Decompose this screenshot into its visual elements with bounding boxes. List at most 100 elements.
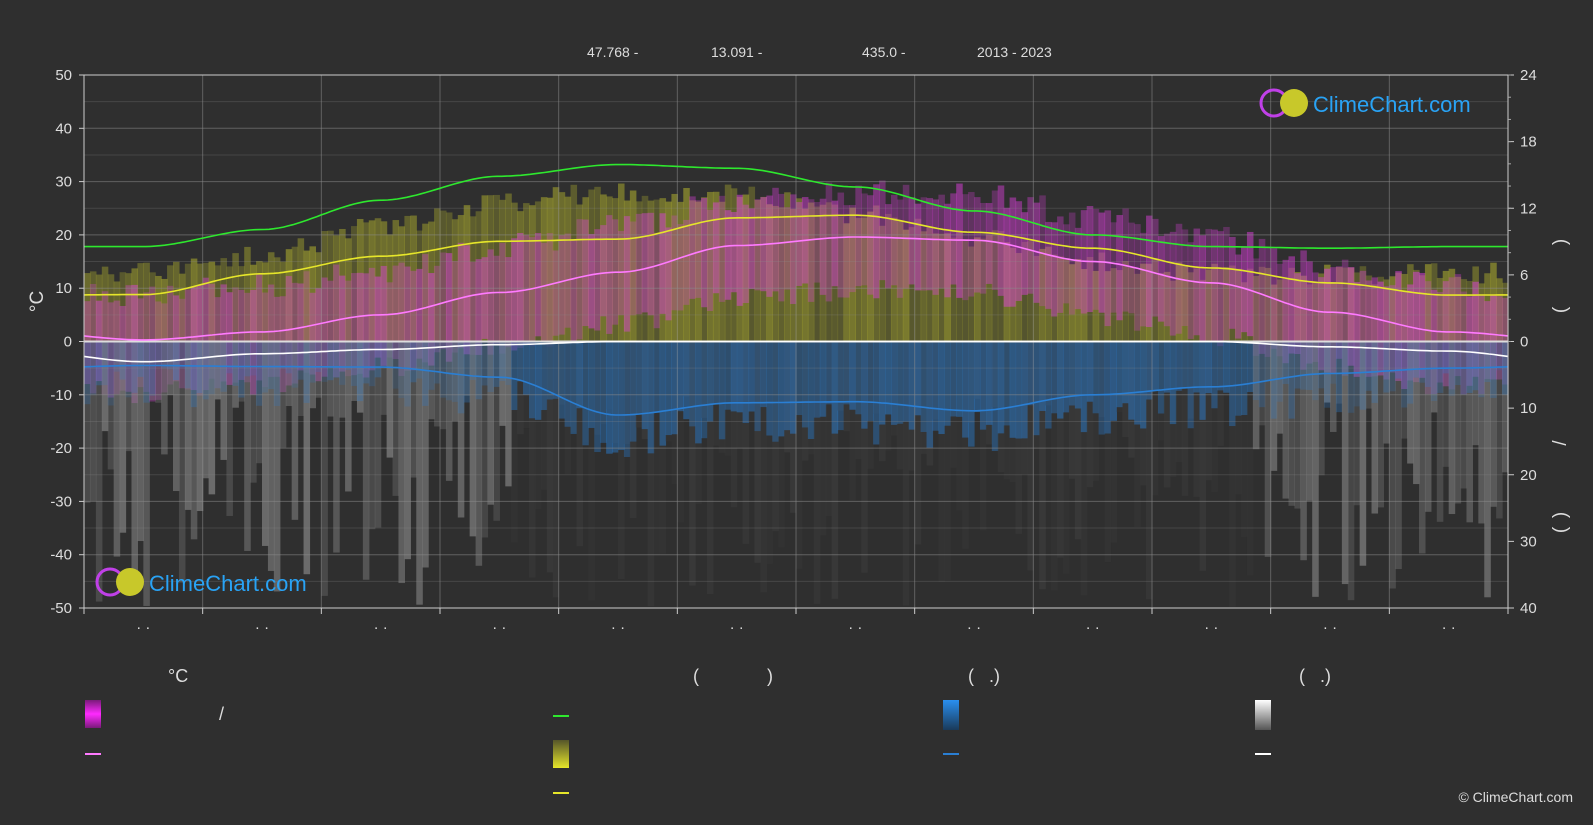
precip-bar: [131, 341, 138, 579]
rain-bar: [279, 341, 287, 369]
sunshine-bar: [1086, 257, 1094, 342]
precip-bar: [1169, 341, 1177, 478]
temp-range-bar: [1027, 197, 1034, 294]
sunshine-bar: [707, 191, 714, 342]
sunshine-bar: [618, 183, 625, 342]
sunshine-bar: [511, 202, 518, 342]
precip-bar: [143, 341, 150, 606]
temp-range-bar: [950, 193, 957, 285]
rain-bar: [1347, 341, 1355, 413]
rain-bar: [1419, 341, 1426, 383]
rain-bar: [902, 341, 910, 422]
temp-range-bar: [1484, 301, 1491, 379]
temp-range-bar: [256, 274, 263, 381]
temp-range-bar: [1045, 221, 1052, 309]
temp-range-bar: [398, 262, 405, 376]
sunshine-bar: [552, 187, 560, 342]
temp-range-bar: [807, 199, 815, 302]
temp-range-bar: [149, 286, 156, 402]
sunshine-bar: [1306, 284, 1313, 342]
temp-range-bar: [107, 302, 115, 398]
precip-bar: [232, 341, 239, 408]
sunshine-bar: [1169, 280, 1177, 342]
sunshine-bar: [457, 215, 465, 342]
precip-bar: [784, 341, 791, 453]
precip-bar: [95, 341, 103, 602]
temp-range-bar: [1134, 224, 1141, 331]
rain-bar: [968, 341, 975, 447]
sunshine-bar: [469, 216, 477, 342]
sunshine-bar: [178, 273, 186, 342]
temp-range-bar: [985, 203, 993, 284]
precip-bar: [392, 341, 400, 496]
precip-bar: [849, 341, 856, 501]
sunshine-bar: [730, 188, 738, 342]
temp-range-bar: [1163, 233, 1171, 327]
x-tick-label: · ·: [1323, 619, 1337, 636]
rain-bar: [1341, 341, 1349, 376]
sunshine-bar: [1389, 276, 1396, 342]
precip-bar: [1365, 341, 1373, 409]
temp-range-bar: [997, 185, 1005, 296]
rain-bar: [1045, 341, 1052, 429]
sunshine-bar: [1021, 241, 1028, 342]
precip-bar: [778, 341, 785, 548]
temp-range-bar: [1057, 216, 1064, 313]
rain-bar: [386, 341, 394, 368]
temp-range-bar: [979, 202, 987, 294]
temp-range-bar: [1110, 222, 1117, 313]
left-tick-label: 50: [55, 67, 72, 84]
precip-bar: [1003, 341, 1011, 480]
temp-range-bar: [867, 195, 874, 295]
left-tick-label: -50: [50, 600, 72, 617]
temp-range-bar: [1140, 232, 1147, 327]
sunshine-bar: [920, 231, 928, 342]
temp-range-bar: [1318, 277, 1325, 371]
precip-bar: [125, 341, 133, 452]
temp-range-bar: [226, 292, 233, 385]
precip-bar: [1063, 341, 1070, 574]
rain-bar: [190, 341, 198, 408]
sunshine-bar: [356, 218, 364, 342]
precip-bar: [807, 341, 815, 455]
temp-range-bar: [534, 233, 542, 337]
temp-range-bar: [962, 194, 969, 301]
rain-bar: [837, 341, 845, 431]
precip-bar: [790, 341, 797, 513]
precip-bar: [1223, 341, 1230, 396]
rain-bar: [1324, 341, 1331, 408]
sunshine-bar: [380, 221, 388, 342]
rain-bar: [184, 341, 192, 389]
sunshine-bar: [1419, 275, 1426, 342]
precip-bar: [861, 341, 868, 573]
temp-range-bar: [618, 230, 625, 316]
temp-range-bar: [991, 190, 999, 291]
legend-daylight-line: [553, 715, 569, 717]
precip-bar: [267, 341, 275, 571]
precip-bar: [1015, 341, 1023, 534]
sunshine-bar: [493, 194, 500, 342]
rain-bar: [546, 341, 554, 400]
temp-range-bar: [1051, 222, 1058, 317]
sunshine-bar: [232, 253, 239, 342]
sunshine-bar: [1436, 277, 1444, 342]
sunshine-bar: [837, 216, 845, 342]
precip-bar: [926, 341, 934, 466]
x-tick-label: · ·: [374, 619, 388, 636]
precip-bar: [1282, 341, 1290, 499]
sunshine-bar: [962, 239, 969, 342]
rain-bar: [1252, 341, 1260, 401]
precip-bar: [873, 341, 880, 414]
temp-range-bar: [1187, 242, 1195, 339]
sunshine-bar: [807, 202, 815, 342]
precip-bar: [879, 341, 886, 462]
rain-bar: [1033, 341, 1040, 436]
precip-bar: [416, 341, 423, 605]
legend-temp-unit: °C: [168, 666, 189, 686]
sunshine-bar: [1193, 268, 1201, 342]
rain-bar: [1300, 341, 1307, 390]
temp-range-bar: [291, 282, 299, 384]
rain-bar: [529, 341, 536, 419]
sunshine-bar: [410, 215, 417, 342]
precip-bar: [920, 341, 928, 454]
